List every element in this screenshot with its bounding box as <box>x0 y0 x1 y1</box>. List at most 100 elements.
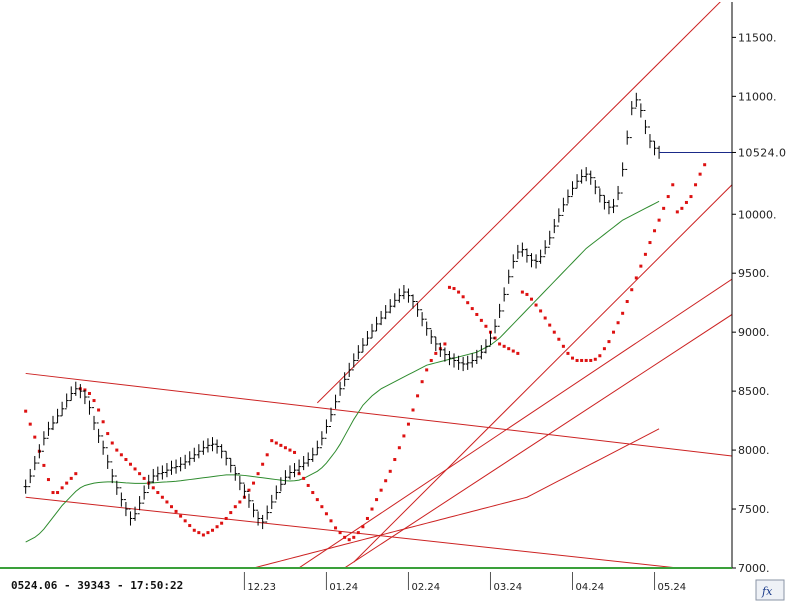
sar-point <box>580 358 584 362</box>
sar-point <box>324 512 328 516</box>
price-bar <box>183 454 188 469</box>
price-bar <box>23 479 28 494</box>
sar-point <box>616 321 620 325</box>
sar-point <box>671 183 675 187</box>
sar-point <box>329 519 333 523</box>
price-bar <box>51 415 56 431</box>
price-bar <box>351 353 356 371</box>
price-bar <box>420 309 425 327</box>
price-bar <box>251 500 256 518</box>
price-bar <box>155 466 160 481</box>
price-bar <box>415 301 420 317</box>
price-bar <box>429 328 434 344</box>
y-tick-label: 7000. <box>738 562 770 575</box>
sar-point <box>520 290 524 294</box>
price-bar <box>169 460 174 475</box>
sar-point <box>370 507 374 511</box>
sar-point <box>110 441 114 445</box>
status-readout: 0524.06 - 39343 - 17:50:22 <box>11 579 183 592</box>
sar-point <box>87 391 91 395</box>
sar-point <box>607 340 611 344</box>
price-bar <box>461 356 466 372</box>
price-bar <box>374 316 379 332</box>
sar-point <box>65 481 69 485</box>
price-bar <box>575 174 580 189</box>
price-bar <box>210 437 215 452</box>
sar-point <box>156 491 160 495</box>
price-bar <box>438 342 443 357</box>
sar-point <box>470 307 474 311</box>
sar-point <box>74 472 78 476</box>
sar-point <box>507 347 511 351</box>
price-bar <box>324 419 329 439</box>
sar-point <box>160 495 164 499</box>
price-bar <box>92 407 97 431</box>
sar-point <box>621 311 625 315</box>
sar-point <box>384 479 388 483</box>
sar-point <box>680 206 684 210</box>
sar-point <box>452 287 456 291</box>
sar-point <box>201 533 205 537</box>
y-tick-label: 10000. <box>738 208 777 221</box>
sar-point <box>525 292 529 296</box>
channel-line-5 <box>343 314 732 568</box>
fx-icon[interactable]: fx <box>755 579 785 601</box>
sar-point <box>502 344 506 348</box>
price-bar <box>237 473 242 491</box>
sar-point <box>124 458 128 462</box>
price-bar <box>178 457 183 472</box>
price-bar <box>128 508 133 526</box>
price-bar <box>301 455 306 471</box>
price-bar <box>297 459 302 474</box>
sar-point <box>589 358 593 362</box>
price-bar <box>347 362 352 380</box>
sar-point <box>115 448 119 452</box>
price-bar <box>110 461 115 484</box>
price-bar <box>397 288 402 303</box>
sar-point <box>247 488 251 492</box>
sar-point <box>334 526 338 530</box>
price-bar <box>278 477 283 494</box>
price-bar <box>205 438 210 453</box>
price-bar <box>360 338 365 353</box>
y-tick-label: 9000. <box>738 326 770 339</box>
price-bar <box>242 482 247 499</box>
price-bar <box>447 351 452 366</box>
price-bar <box>60 401 65 417</box>
sar-point <box>220 521 224 525</box>
sar-point <box>511 349 515 353</box>
sar-point <box>593 357 597 361</box>
sar-point <box>365 516 369 520</box>
price-bar <box>256 509 261 526</box>
sar-point <box>684 200 688 204</box>
sar-point <box>666 195 670 199</box>
y-tick-label: 8000. <box>738 444 770 457</box>
price-bar <box>652 140 657 156</box>
sar-point <box>539 309 543 313</box>
price-bar <box>160 465 165 480</box>
price-bar <box>370 323 374 339</box>
y-tick-label: 8500. <box>738 385 770 398</box>
price-bar <box>579 169 584 184</box>
sar-point <box>169 505 173 509</box>
sar-point <box>51 491 55 495</box>
sar-point <box>548 323 552 327</box>
price-bar <box>196 444 201 459</box>
series-line-1 <box>25 200 660 543</box>
price-bar <box>174 459 179 474</box>
sar-point <box>566 351 570 355</box>
price-bar <box>123 499 128 517</box>
sar-point <box>302 476 306 480</box>
price-bar <box>511 254 516 278</box>
sar-point <box>643 252 647 256</box>
price-bar <box>515 244 520 262</box>
sar-point <box>689 195 693 199</box>
sar-point <box>320 505 324 509</box>
price-bar <box>224 450 229 466</box>
price-bar <box>483 339 488 354</box>
sar-point <box>402 434 406 438</box>
sar-point <box>557 337 561 341</box>
sar-point <box>694 183 698 187</box>
